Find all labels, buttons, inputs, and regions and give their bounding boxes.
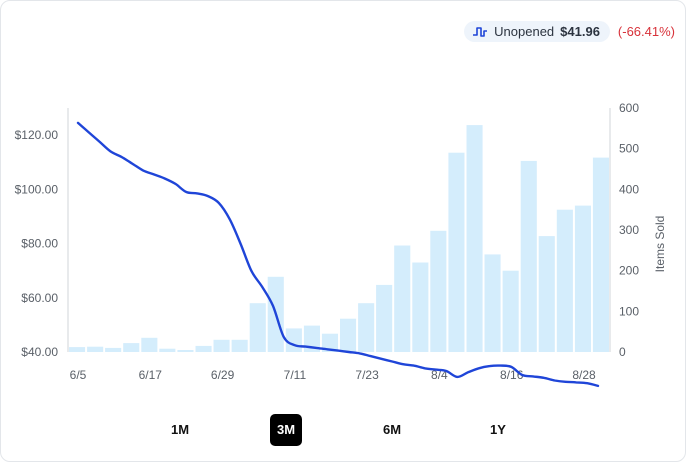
series-line-icon — [473, 26, 488, 37]
bar-18[interactable] — [394, 245, 411, 353]
legend-change: (-66.41%) — [617, 24, 675, 39]
bar-26[interactable] — [538, 236, 555, 352]
legend: Unopened $41.96 (-66.41%) — [464, 21, 675, 42]
legend-price: $41.96 — [560, 24, 600, 39]
x-tick-label: 7/23 — [355, 368, 379, 382]
right-tick-label: 100 — [619, 304, 639, 318]
bar-28[interactable] — [574, 205, 591, 352]
x-tick-label: 6/5 — [70, 368, 87, 382]
bar-14[interactable] — [321, 333, 338, 352]
range-tab-3m[interactable]: 3M — [270, 414, 302, 446]
bar-5[interactable] — [159, 348, 176, 352]
left-tick-label: $100.00 — [15, 182, 59, 196]
x-tick-label: 7/11 — [284, 368, 307, 382]
right-tick-label: 300 — [619, 223, 639, 237]
bar-10[interactable] — [249, 303, 266, 352]
x-axis-ticks: 6/5 6/17 6/29 7/11 7/23 8/4 8/16 8/28 — [70, 368, 596, 382]
left-tick-label: $60.00 — [21, 291, 58, 305]
range-tab-1m[interactable]: 1M — [170, 422, 190, 437]
price-sales-chart: $120.00 $100.00 $80.00 $60.00 $40.00 600 500 4… — [15, 101, 667, 388]
legend-series-unopened[interactable]: Unopened $41.96 — [464, 21, 610, 42]
bar-6[interactable] — [177, 350, 194, 352]
range-tab-6m[interactable]: 6M — [382, 422, 402, 437]
left-tick-label: $80.00 — [21, 237, 58, 251]
bar-9[interactable] — [231, 339, 248, 352]
bar-4[interactable] — [141, 337, 158, 352]
bar-27[interactable] — [556, 209, 573, 352]
right-tick-label: 0 — [619, 345, 626, 359]
bars-group — [69, 125, 609, 352]
price-line — [76, 121, 600, 388]
bar-7[interactable] — [195, 345, 212, 352]
bar-19[interactable] — [412, 262, 429, 353]
bar-12[interactable] — [285, 328, 302, 352]
bar-2[interactable] — [105, 347, 122, 352]
bar-15[interactable] — [340, 318, 357, 352]
right-tick-label: 600 — [619, 101, 639, 115]
bar-29[interactable] — [592, 157, 609, 352]
bar-21[interactable] — [448, 152, 465, 352]
bar-25[interactable] — [520, 160, 537, 352]
bar-13[interactable] — [303, 325, 320, 352]
bar-20[interactable] — [430, 230, 447, 352]
left-tick-label: $120.00 — [15, 128, 59, 142]
bar-3[interactable] — [123, 343, 140, 352]
right-tick-label: 200 — [619, 264, 639, 278]
right-tick-label: 500 — [619, 142, 639, 156]
bar-0[interactable] — [69, 347, 86, 352]
x-tick-label: 6/17 — [139, 368, 163, 382]
left-tick-label: $40.00 — [21, 345, 58, 359]
right-tick-label: 400 — [619, 182, 639, 196]
bar-16[interactable] — [358, 303, 375, 352]
range-selector: 1M 3M 6M 1Y — [0, 414, 686, 448]
x-tick-label: 6/29 — [211, 368, 235, 382]
right-axis-label: Items Sold — [653, 216, 667, 273]
bar-17[interactable] — [376, 284, 393, 352]
x-tick-label: 8/28 — [572, 368, 596, 382]
right-axis-ticks: 600 500 400 300 200 100 0 — [619, 101, 639, 359]
bar-8[interactable] — [213, 339, 230, 352]
left-axis-ticks: $120.00 $100.00 $80.00 $60.00 $40.00 — [15, 128, 59, 359]
bar-1[interactable] — [87, 346, 104, 352]
range-tab-1y[interactable]: 1Y — [490, 422, 506, 437]
bar-23[interactable] — [484, 254, 501, 352]
bar-22[interactable] — [466, 125, 483, 352]
legend-label: Unopened — [494, 24, 555, 39]
bar-24[interactable] — [502, 270, 519, 352]
